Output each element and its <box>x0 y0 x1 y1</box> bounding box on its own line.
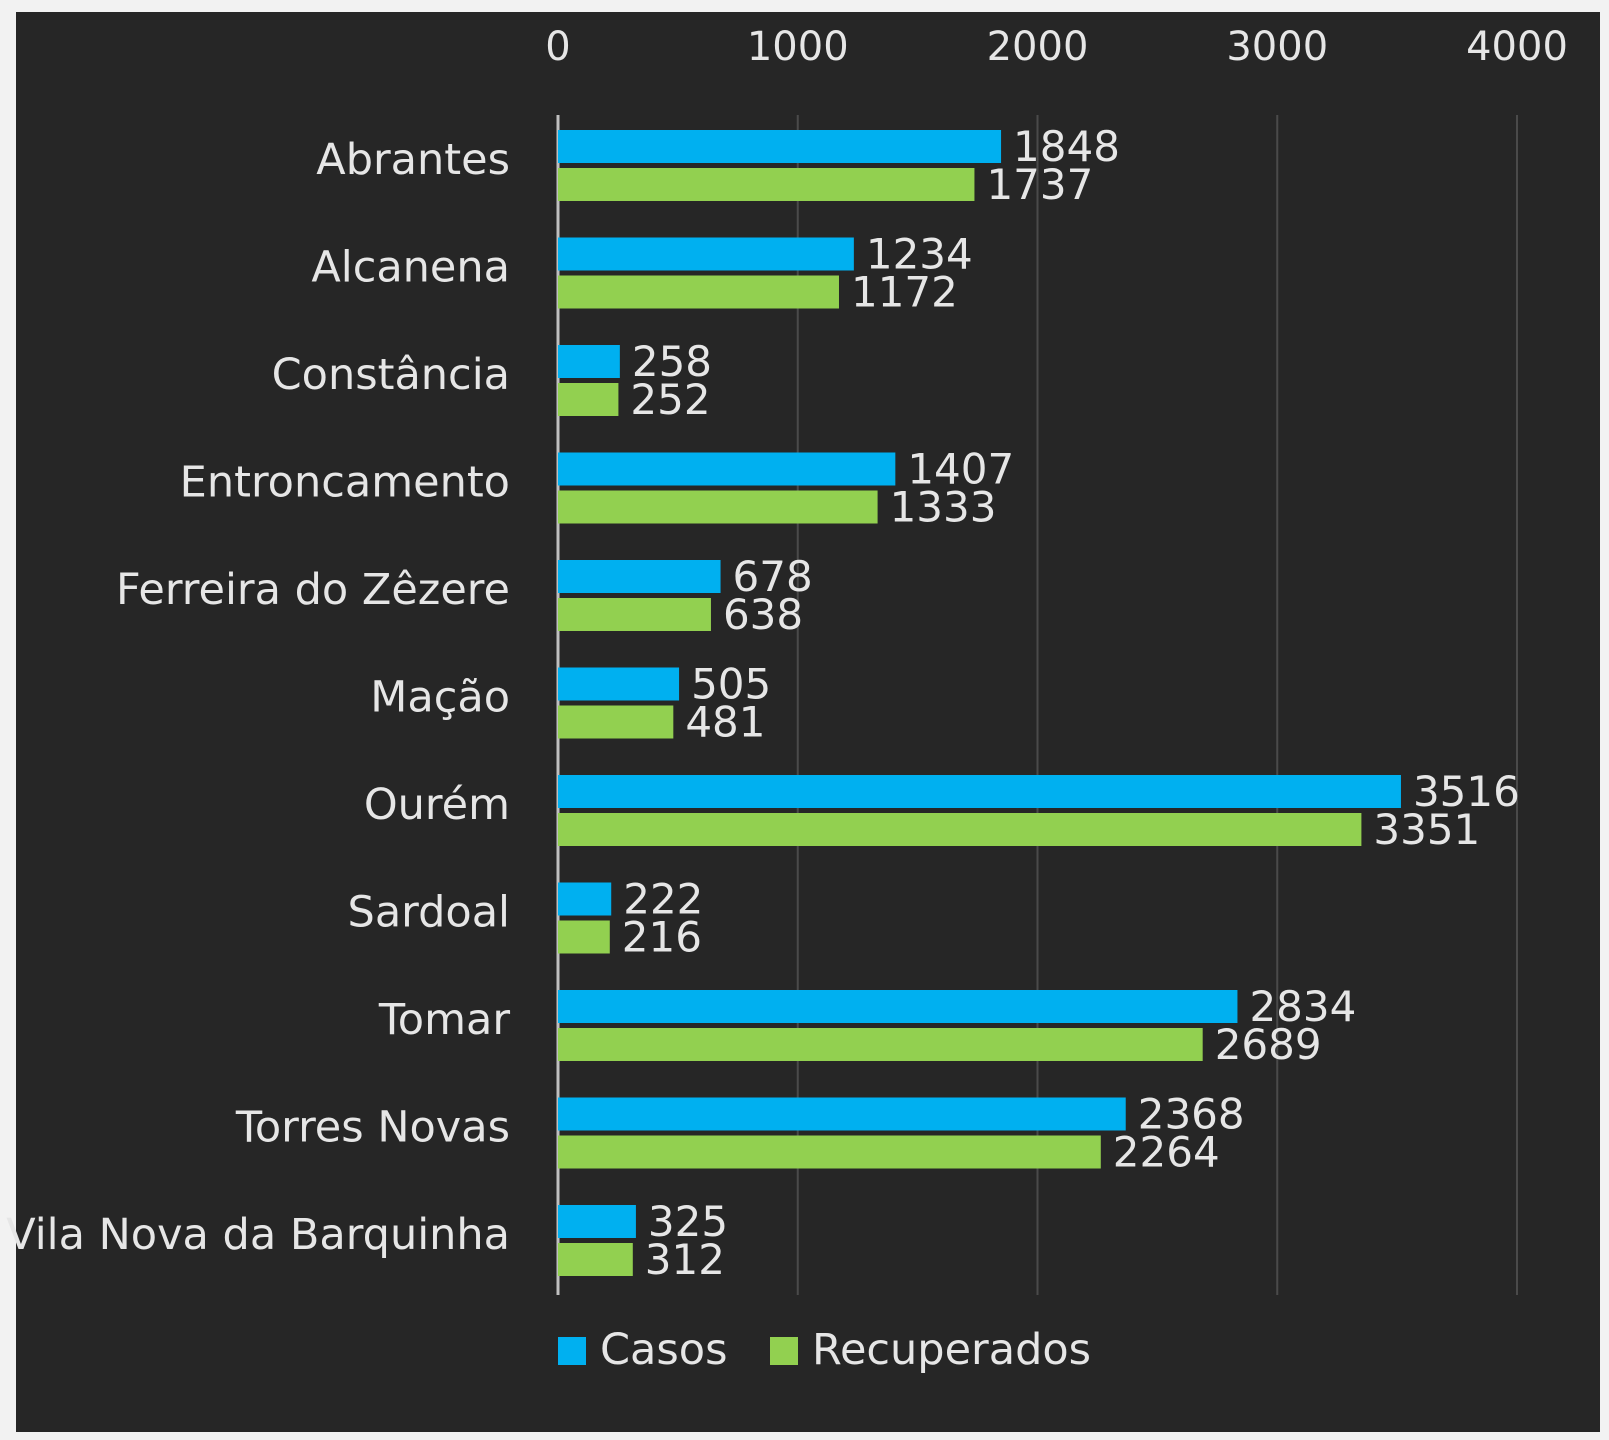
bar-casos-2 <box>558 345 620 378</box>
category-label: Mação <box>370 673 510 723</box>
x-tick-label: 2000 <box>987 24 1089 70</box>
data-label: 2689 <box>1215 1020 1322 1069</box>
category-label: Ferreira do Zêzere <box>116 565 510 615</box>
bar-casos-6 <box>558 775 1401 808</box>
bar-casos-0 <box>558 130 1002 163</box>
x-tick-label: 4000 <box>1466 24 1568 70</box>
category-label: Abrantes <box>316 135 510 185</box>
data-label: 2834 <box>1249 982 1356 1031</box>
bar-recuperados-7 <box>558 920 610 954</box>
bar-casos-8 <box>558 990 1238 1023</box>
legend-label-recuperados: Recuperados <box>812 1325 1091 1375</box>
bar-casos-3 <box>558 452 896 486</box>
bar-recuperados-10 <box>558 1243 633 1276</box>
data-label: 638 <box>723 590 803 639</box>
data-label: 3351 <box>1373 805 1480 854</box>
bar-casos-1 <box>558 237 854 271</box>
category-label: Ourém <box>364 780 510 830</box>
category-label: Constância <box>272 350 510 400</box>
data-label: 1234 <box>866 230 973 279</box>
bar-recuperados-9 <box>558 1135 1101 1169</box>
data-label: 2368 <box>1138 1090 1245 1139</box>
legend-swatch-recuperados <box>770 1337 798 1365</box>
data-label: 258 <box>632 337 712 386</box>
category-label: Vila Nova da Barquinha <box>6 1210 510 1260</box>
bar-recuperados-2 <box>558 383 619 416</box>
category-labels: Abrantes Alcanena Constância Entroncamento F… <box>6 135 510 1260</box>
x-tick-label: 0 <box>545 24 570 70</box>
data-label: 252 <box>630 375 710 424</box>
category-label: Alcanena <box>311 243 510 293</box>
legend-label-casos: Casos <box>600 1325 728 1375</box>
category-label: Tomar <box>378 995 511 1045</box>
data-label: 1172 <box>851 268 958 317</box>
legend-swatch-casos <box>558 1337 586 1365</box>
x-tick-label: 3000 <box>1226 24 1328 70</box>
bar-recuperados-8 <box>558 1028 1203 1061</box>
bar-casos-10 <box>558 1205 636 1238</box>
bar-casos-4 <box>558 560 721 593</box>
data-label: 2264 <box>1113 1128 1220 1177</box>
data-label: 3516 <box>1413 767 1520 816</box>
bar-recuperados-3 <box>558 490 878 524</box>
category-label: Torres Novas <box>235 1103 510 1153</box>
x-axis-ticks: 0 1000 2000 3000 4000 <box>545 24 1568 70</box>
bar-recuperados-1 <box>558 275 839 309</box>
bar-casos-7 <box>558 882 612 916</box>
data-label: 1407 <box>907 445 1014 494</box>
data-label: 216 <box>622 913 702 962</box>
data-label: 222 <box>623 875 703 924</box>
data-label: 481 <box>685 698 765 747</box>
data-label: 312 <box>645 1235 725 1284</box>
bar-casos-5 <box>558 667 680 701</box>
bar-recuperados-6 <box>558 813 1362 846</box>
data-label: 1333 <box>890 483 997 532</box>
bar-recuperados-4 <box>558 598 711 631</box>
data-label: 505 <box>691 660 771 709</box>
legend: Casos Recuperados <box>558 1325 1091 1375</box>
data-label: 678 <box>733 552 813 601</box>
bar-recuperados-5 <box>558 705 674 739</box>
category-label: Entroncamento <box>180 458 510 508</box>
category-label: Sardoal <box>348 888 510 938</box>
data-label: 325 <box>648 1197 728 1246</box>
bar-casos-9 <box>558 1097 1126 1131</box>
data-label: 1848 <box>1013 122 1120 171</box>
bar-recuperados-0 <box>558 168 975 201</box>
x-tick-label: 1000 <box>747 24 849 70</box>
data-label: 1737 <box>986 160 1093 209</box>
